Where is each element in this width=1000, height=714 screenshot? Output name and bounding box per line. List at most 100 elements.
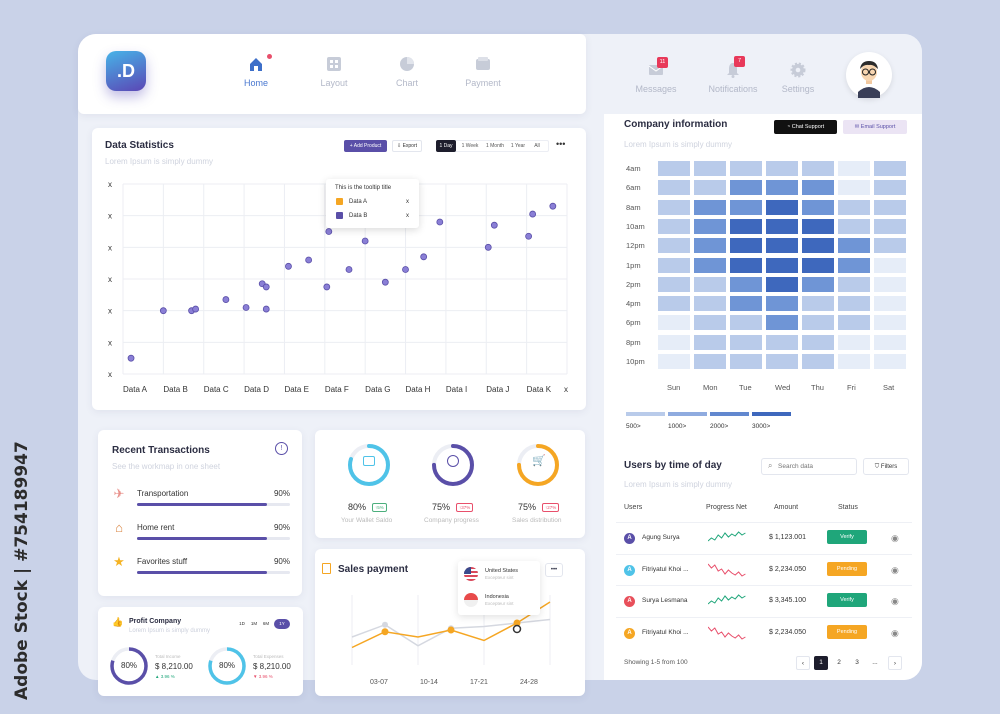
nav-payment[interactable]: Payment [453,56,513,88]
heatmap-cell[interactable] [874,257,906,273]
heatmap-cell[interactable] [658,238,690,254]
heatmap-cell[interactable] [658,161,690,176]
heatmap-cell[interactable] [694,296,726,312]
scatter-point[interactable] [242,304,250,311]
nav-messages[interactable]: Messages [626,62,686,94]
heatmap-cell[interactable] [658,180,690,196]
heatmap-cell[interactable] [874,334,906,350]
heatmap-cell[interactable] [766,315,798,331]
heatmap-cell[interactable] [730,257,762,273]
heatmap-cell[interactable] [766,161,798,176]
heatmap-cell[interactable] [802,199,834,215]
heatmap-cell[interactable] [874,296,906,312]
scatter-point[interactable] [525,232,533,240]
profit-range-6m[interactable]: 6M [262,621,270,626]
page-1[interactable]: 1 [814,656,828,670]
heatmap-cell[interactable] [694,354,726,369]
heatmap-cell[interactable] [766,276,798,292]
search-box[interactable]: ⌕ [761,458,857,475]
heatmap-cell[interactable] [874,276,906,292]
heatmap-cell[interactable] [658,315,690,331]
heatmap-cell[interactable] [838,315,870,331]
heatmap-cell[interactable] [838,257,870,273]
scatter-point[interactable] [192,305,200,313]
nav-settings[interactable]: Settings [768,62,828,94]
sales-point-orange[interactable] [381,628,389,636]
heatmap-cell[interactable] [766,180,798,196]
heatmap-cell[interactable] [874,161,906,176]
nav-layout[interactable]: Layout [304,56,364,88]
status-badge[interactable]: Pending [827,624,867,639]
heatmap-cell[interactable] [874,199,906,215]
heatmap-cell[interactable] [802,276,834,292]
search-input[interactable] [778,461,852,472]
heatmap-cell[interactable] [694,315,726,331]
heatmap-cell[interactable] [838,334,870,350]
chat-support-button[interactable]: ◔ Chat Support [774,120,837,134]
heatmap-cell[interactable] [730,334,762,350]
heatmap-cell[interactable] [694,199,726,215]
heatmap-cell[interactable] [658,218,690,234]
heatmap-cell[interactable] [730,354,762,369]
scatter-point[interactable] [159,307,167,315]
nav-home[interactable]: Home [226,56,286,88]
heatmap-cell[interactable] [694,238,726,254]
range-1-month[interactable]: 1 Month [485,143,505,149]
range-1-week[interactable]: 1 Week [461,143,479,149]
eye-icon[interactable]: ◉ [891,596,899,606]
heatmap-cell[interactable] [802,296,834,312]
table-row[interactable]: A Agung Surya $ 1,123.001 Verify ◉ [616,522,912,554]
heatmap-cell[interactable] [874,315,906,331]
heatmap-cell[interactable] [874,218,906,234]
range-1-day[interactable]: 1 Day [436,140,456,152]
heatmap-cell[interactable] [802,354,834,369]
scatter-point[interactable] [305,256,313,264]
app-logo[interactable]: .D [106,51,146,91]
heatmap-cell[interactable] [766,218,798,234]
heatmap-cell[interactable] [658,296,690,312]
scatter-point[interactable] [262,283,270,291]
scatter-point[interactable] [345,266,353,273]
heatmap-cell[interactable] [730,218,762,234]
scatter-point[interactable] [529,210,537,218]
profit-range-1d[interactable]: 1D [239,621,245,626]
table-row[interactable]: A Surya Lesmana $ 3,345.100 Verify ◉ [616,585,912,617]
heatmap-cell[interactable] [874,354,906,369]
nav-notifications[interactable]: Notifications [703,62,763,94]
heatmap-cell[interactable] [838,296,870,312]
scatter-point[interactable] [127,354,135,362]
heatmap-cell[interactable] [802,334,834,350]
scatter-point[interactable] [361,237,369,245]
heatmap-cell[interactable] [802,218,834,234]
heatmap-cell[interactable] [658,257,690,273]
eye-icon[interactable]: ◉ [891,533,899,543]
heatmap-cell[interactable] [766,257,798,273]
profit-range-1y[interactable]: 1Y [274,619,290,629]
sales-point-orange[interactable] [447,626,455,634]
page-prev[interactable]: ‹ [796,656,810,670]
export-button[interactable]: ⇩ Export [392,140,422,152]
heatmap-cell[interactable] [802,315,834,331]
heatmap-cell[interactable] [838,161,870,176]
heatmap-cell[interactable] [730,238,762,254]
heatmap-cell[interactable] [730,161,762,176]
scatter-point[interactable] [381,278,389,286]
heatmap-cell[interactable] [766,354,798,369]
heatmap-cell[interactable] [874,180,906,196]
scatter-point[interactable] [490,221,498,229]
heatmap-cell[interactable] [694,334,726,350]
heatmap-cell[interactable] [730,276,762,292]
page-next[interactable]: › [888,656,902,670]
heatmap-cell[interactable] [694,218,726,234]
heatmap-cell[interactable] [766,199,798,215]
nav-chart[interactable]: Chart [377,56,437,88]
heatmap-cell[interactable] [838,180,870,196]
heatmap-cell[interactable] [838,199,870,215]
heatmap-cell[interactable] [802,257,834,273]
heatmap-cell[interactable] [838,354,870,369]
scatter-point[interactable] [325,228,333,235]
status-badge[interactable]: Verify [827,593,867,607]
heatmap-cell[interactable] [766,238,798,254]
heatmap-cell[interactable] [838,276,870,292]
page-2[interactable]: 2 [837,659,841,666]
